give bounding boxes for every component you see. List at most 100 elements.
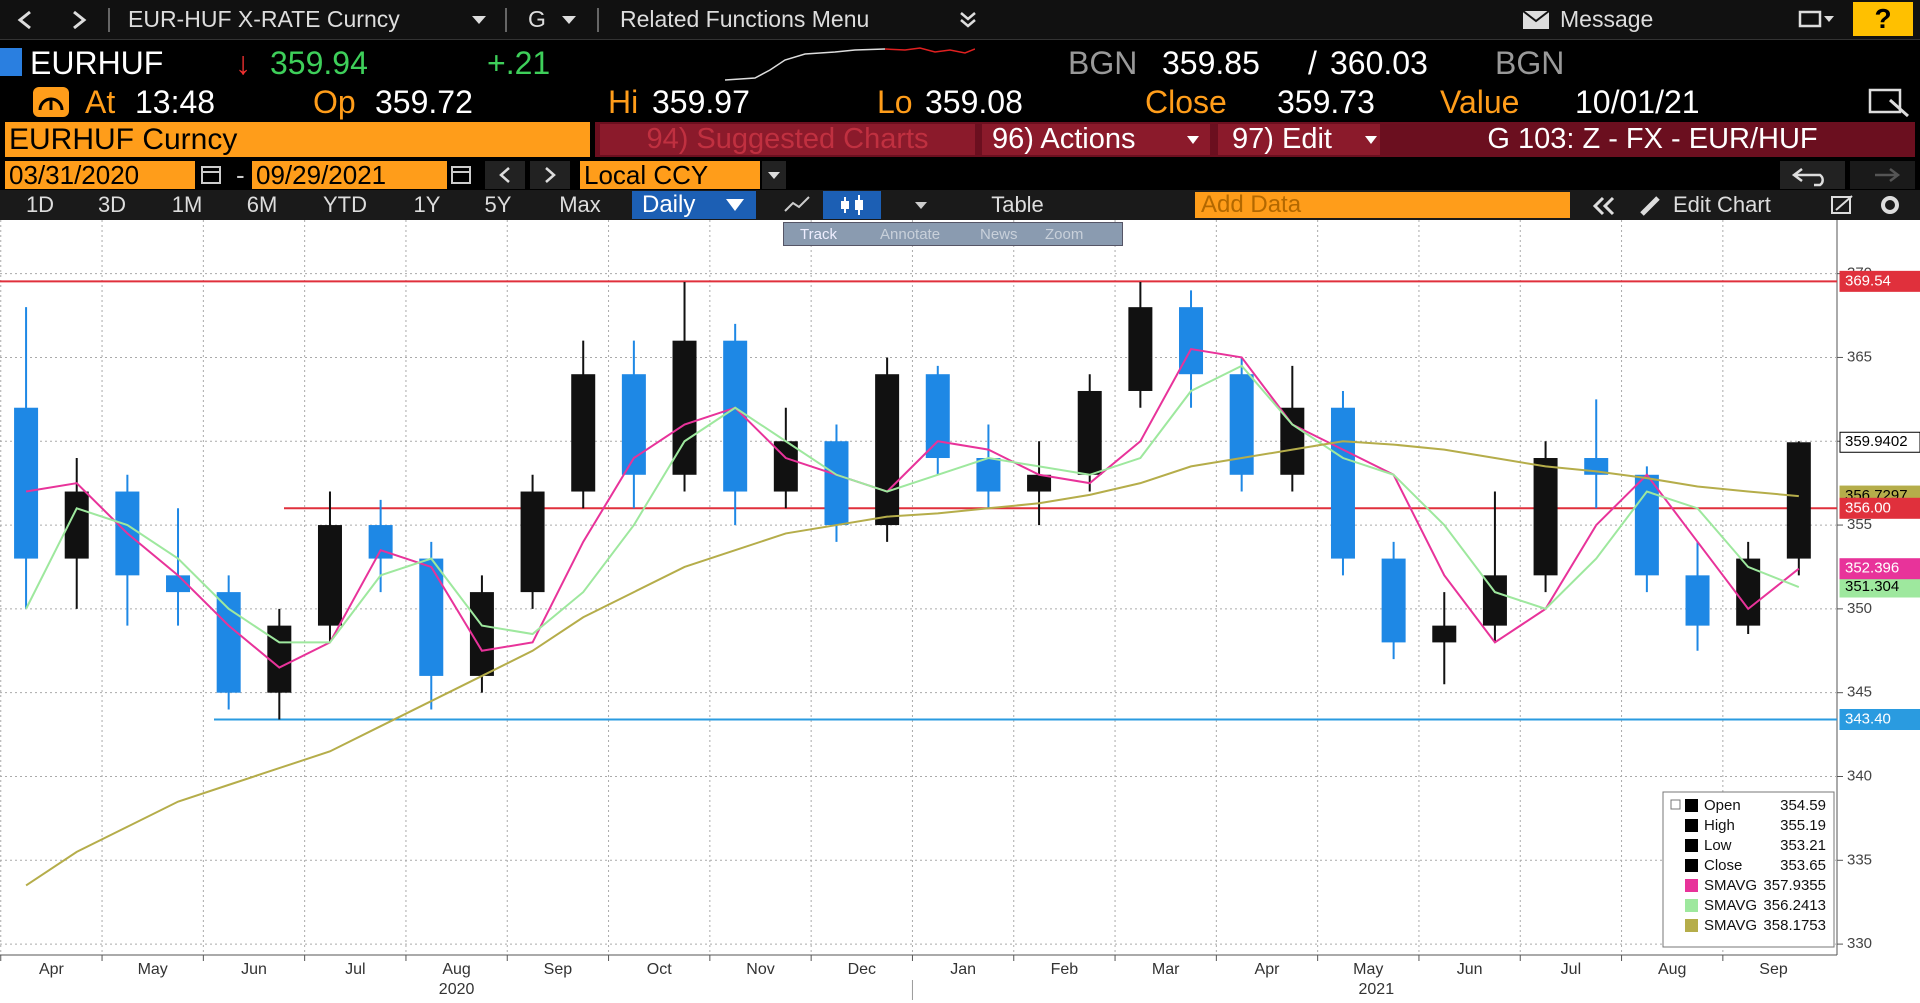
caret[interactable]: [762, 161, 786, 189]
gauge-icon: [33, 87, 69, 117]
page-id: G 103: Z - FX - EUR/HUF: [1487, 123, 1818, 155]
value-date: 10/01/21: [1575, 84, 1700, 120]
line-tag: [1839, 708, 1920, 730]
separator-text: /: [1308, 45, 1317, 81]
function-menu[interactable]: G: [528, 6, 546, 32]
undo-redo[interactable]: [1780, 161, 1915, 189]
suggested-charts[interactable]: 94) Suggested Charts: [600, 124, 975, 155]
legend-swatch: [1685, 899, 1698, 912]
series-tag-label: 352.396: [1845, 560, 1899, 577]
candle-body: [875, 374, 900, 526]
candle-body: [1432, 625, 1457, 643]
period-button[interactable]: YTD: [323, 192, 367, 217]
security-menu[interactable]: EUR-HUF X-RATE Curncy: [128, 6, 400, 32]
candle-body: [976, 458, 1001, 492]
chart-tool[interactable]: Zoom: [1045, 226, 1084, 243]
open: 359.72: [375, 84, 473, 120]
candle-body: [1128, 307, 1153, 391]
x-tick-label: Sep: [544, 961, 573, 978]
close: 359.73: [1277, 84, 1375, 120]
help-button[interactable]: ?: [1853, 2, 1913, 36]
legend-swatch: [1685, 819, 1698, 832]
caret: [562, 16, 576, 24]
end-date[interactable]: 09/29/2021: [252, 161, 447, 189]
x-tick-label: Jun: [241, 961, 267, 978]
security-field[interactable]: EURHUF Curncy: [5, 122, 590, 157]
ticker: EURHUF: [30, 45, 164, 81]
caret: [472, 16, 486, 24]
window-icon[interactable]: [1798, 8, 1838, 32]
add-data-input[interactable]: Add Data: [1195, 192, 1570, 218]
legend-collapse: [1670, 799, 1681, 810]
line-tag-label: 369.54: [1845, 272, 1891, 289]
separator: [505, 8, 507, 32]
candle-body: [166, 575, 191, 593]
candle-body: [1077, 390, 1102, 475]
message-button[interactable]: Message: [1560, 6, 1654, 32]
candle-body: [1280, 407, 1305, 475]
period-button[interactable]: 5Y: [484, 192, 512, 217]
separator: [108, 8, 110, 32]
period-bar: [0, 190, 1920, 220]
legend-name: Close: [1704, 857, 1742, 874]
high-label: Hi: [608, 84, 639, 120]
pencil-icon: [1640, 196, 1660, 216]
time-label: At: [85, 84, 116, 120]
expand-icon[interactable]: [1868, 86, 1912, 118]
settings-icons[interactable]: [1828, 192, 1918, 218]
caret: [726, 199, 744, 211]
calendar-icon[interactable]: [200, 164, 224, 186]
direction-arrow: ↓: [235, 45, 251, 81]
ask: 360.03: [1330, 45, 1428, 81]
legend-swatch: [1685, 919, 1698, 932]
frequency-select[interactable]: Daily: [632, 191, 756, 219]
edit-chart-button[interactable]: Edit Chart: [1673, 192, 1771, 217]
period-button[interactable]: 6M: [246, 192, 278, 217]
date-dash: -: [236, 160, 245, 190]
x-tick-label: Jan: [950, 961, 976, 978]
period-button[interactable]: 1D: [25, 192, 55, 217]
related-menu[interactable]: Related Functions Menu: [620, 6, 870, 32]
low-label: Lo: [877, 84, 913, 120]
legend-swatch: [1685, 839, 1698, 852]
chart-type-icons[interactable]: [775, 191, 935, 219]
chart-tool[interactable]: News: [980, 226, 1018, 243]
candle-body: [1381, 558, 1406, 643]
line-tag-label: 356.00: [1845, 499, 1891, 516]
candle-body: [1786, 442, 1811, 559]
period-button[interactable]: 1M: [171, 192, 203, 217]
y-tick-label: 365: [1847, 348, 1872, 365]
table-button[interactable]: Table: [991, 192, 1044, 217]
x-tick-label: Jul: [1561, 961, 1581, 978]
legend-value: 356.2413: [1763, 897, 1826, 914]
x-tick-label: Feb: [1051, 961, 1079, 978]
legend-value: 355.19: [1780, 817, 1826, 834]
period-button[interactable]: 3D: [97, 192, 127, 217]
actions-menu[interactable]: 96) Actions: [982, 124, 1210, 155]
source: BGN: [1068, 45, 1138, 81]
x-tick-label: Sep: [1759, 961, 1788, 978]
x-tick-label: Oct: [647, 961, 672, 978]
legend-name: High: [1704, 817, 1735, 834]
chart-tool[interactable]: Annotate: [880, 226, 941, 243]
edit-menu[interactable]: 97) Edit: [1218, 124, 1380, 155]
legend-name: SMAVG: [1704, 917, 1757, 934]
legend-value: 354.59: [1780, 797, 1826, 814]
currency-select[interactable]: Local CCY: [580, 161, 760, 189]
time: 13:48: [135, 84, 216, 120]
chevron: [960, 12, 976, 28]
start-date[interactable]: 03/31/2020: [5, 161, 195, 189]
collapse-icon[interactable]: [1585, 194, 1625, 218]
period-button[interactable]: 1Y: [413, 192, 441, 217]
date-stepper[interactable]: [485, 161, 570, 189]
calendar-icon[interactable]: [450, 164, 474, 186]
series-tag: [1839, 558, 1920, 580]
nav-arrows[interactable]: [14, 8, 94, 32]
candle-body: [1685, 575, 1710, 626]
chart-tool[interactable]: Track: [800, 226, 837, 243]
period-button[interactable]: Max: [559, 192, 601, 217]
x-tick-label: May: [138, 961, 168, 978]
high: 359.97: [652, 84, 750, 120]
